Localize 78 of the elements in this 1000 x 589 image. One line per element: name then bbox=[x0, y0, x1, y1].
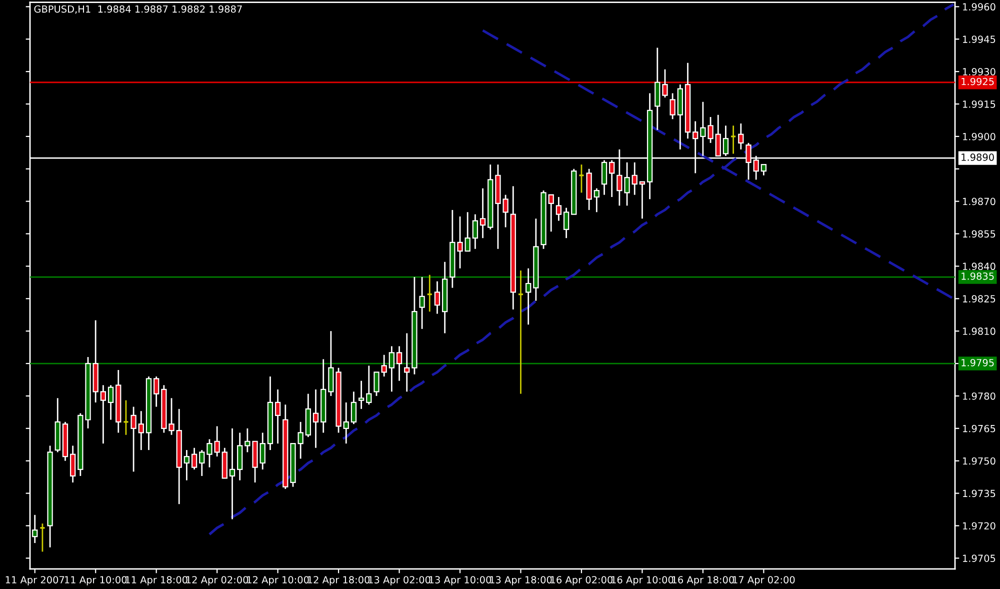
candlestick bbox=[358, 380, 364, 410]
candlestick bbox=[563, 207, 570, 239]
candlestick bbox=[457, 216, 463, 270]
y-tick-label: 1.9780 bbox=[963, 392, 996, 400]
x-tick-label: 17 Apr 02:00 bbox=[733, 576, 795, 586]
candlestick bbox=[191, 447, 198, 470]
candlestick bbox=[108, 384, 114, 420]
y-tick-label: 1.9915 bbox=[963, 100, 996, 108]
x-tick-label: 11 Apr 18:00 bbox=[126, 576, 188, 586]
ref-line-label: 1.9795 bbox=[962, 358, 994, 366]
y-tick-label: 1.9765 bbox=[963, 424, 996, 432]
candlestick bbox=[594, 188, 600, 213]
candlestick bbox=[548, 194, 554, 232]
candlestick bbox=[122, 400, 130, 436]
x-tick-label: 16 Apr 10:00 bbox=[612, 576, 674, 586]
candlestick bbox=[738, 122, 744, 150]
candlestick bbox=[184, 449, 190, 481]
candlestick bbox=[100, 384, 106, 444]
y-tick-label: 1.9930 bbox=[963, 68, 996, 76]
x-tick-label: 12 Apr 02:00 bbox=[186, 576, 248, 586]
candlestick bbox=[229, 428, 236, 520]
candlestick bbox=[480, 188, 486, 239]
y-tick-label: 1.9750 bbox=[963, 457, 996, 465]
y-tick-label: 1.9960 bbox=[963, 3, 996, 11]
y-tick-label: 1.9900 bbox=[963, 132, 996, 140]
y-tick-label: 1.9855 bbox=[963, 230, 996, 238]
candlestick bbox=[426, 274, 433, 312]
candlestick bbox=[404, 332, 410, 392]
candlestick bbox=[237, 432, 243, 481]
ref-line-label: 1.9890 bbox=[962, 154, 994, 161]
y-tick-label: 1.9945 bbox=[963, 36, 996, 43]
line-series bbox=[208, 3, 955, 536]
candlestick bbox=[632, 162, 638, 196]
chart-title: GBPUSD,H1 1.9884 1.9887 1.9882 1.9887 bbox=[34, 5, 242, 14]
ref-line-label: 1.9835 bbox=[962, 272, 994, 280]
candlestick bbox=[556, 196, 562, 222]
candlestick bbox=[70, 445, 76, 484]
candlestick bbox=[343, 402, 349, 444]
candlestick bbox=[662, 68, 668, 98]
candlestick bbox=[396, 346, 402, 382]
x-tick-label: 13 Apr 10:00 bbox=[429, 576, 492, 586]
candlestick bbox=[199, 449, 205, 477]
x-tick-label: 12 Apr 18:00 bbox=[308, 576, 370, 586]
x-tick-label: 13 Apr 02:00 bbox=[368, 576, 430, 586]
candlestick bbox=[374, 371, 380, 397]
y-tick-label: 1.9825 bbox=[963, 295, 996, 302]
candlestick bbox=[464, 211, 470, 252]
candlestick bbox=[138, 410, 144, 451]
candlestick bbox=[654, 47, 660, 131]
y-tick-label: 1.9735 bbox=[963, 490, 996, 498]
x-tick-label: 13 Apr 18:00 bbox=[490, 576, 552, 586]
candlestick bbox=[472, 214, 478, 250]
y-tick-label: 1.9810 bbox=[963, 328, 996, 335]
x-tick-label: 12 Apr 10:00 bbox=[247, 576, 309, 586]
candlestick bbox=[260, 432, 266, 470]
candlestick bbox=[39, 522, 46, 552]
x-tick-label: 16 Apr 02:00 bbox=[550, 576, 613, 586]
x-tick-label: 11 Apr 2007 bbox=[6, 576, 64, 586]
ref-line-label: 1.9925 bbox=[962, 78, 994, 86]
candlestick bbox=[434, 280, 440, 314]
x-tick-label: 16 Apr 18:00 bbox=[672, 576, 734, 586]
candlestick bbox=[274, 388, 281, 444]
candlestick bbox=[350, 390, 357, 425]
candlestick bbox=[670, 92, 676, 120]
candlestick bbox=[130, 406, 136, 472]
candlestick bbox=[578, 164, 585, 194]
y-tick-label: 1.9705 bbox=[963, 554, 996, 562]
y-tick-label: 1.9870 bbox=[963, 198, 996, 206]
candlestick bbox=[312, 388, 319, 449]
y-tick-label: 1.9720 bbox=[963, 522, 996, 530]
candlestick bbox=[381, 354, 387, 378]
y-tick-label: 1.9840 bbox=[963, 262, 996, 270]
candlestick bbox=[639, 181, 646, 220]
candlestick bbox=[730, 124, 736, 154]
candlestick bbox=[153, 376, 160, 408]
candlestick bbox=[518, 270, 524, 394]
x-tick-label: 11 Apr 10:00 bbox=[64, 576, 127, 586]
candlestick bbox=[760, 164, 767, 176]
